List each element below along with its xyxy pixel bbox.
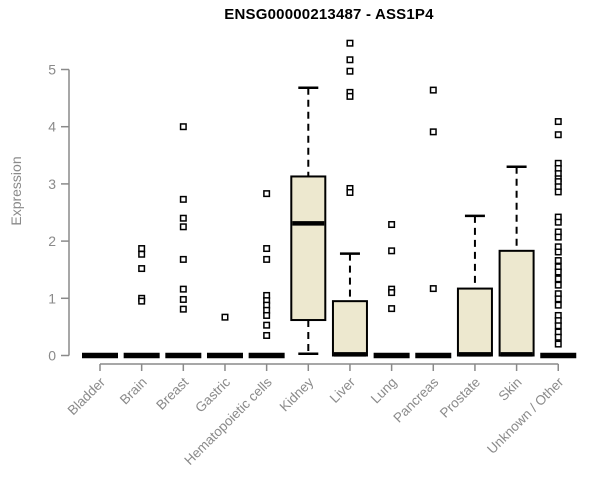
x-tick-label: Brain (117, 375, 150, 408)
x-tick-label: Bladder (65, 374, 109, 418)
x-tick-label: Pancreas (390, 374, 441, 425)
collapsed-box (248, 352, 285, 359)
outlier-point (554, 340, 562, 348)
x-tick-label: Skin (496, 375, 525, 404)
outlier-point (263, 321, 271, 329)
y-tick-label: 0 (48, 348, 56, 364)
outlier-point (346, 188, 354, 196)
collapsed-box (540, 352, 577, 359)
outlier-point (179, 195, 187, 203)
outlier-point (263, 255, 271, 263)
x-tick-label: Liver (327, 374, 359, 406)
outlier-point (554, 118, 562, 126)
outlier-point (179, 123, 187, 131)
collapsed-box (373, 352, 410, 359)
outlier-point (554, 322, 562, 330)
median-line (292, 221, 325, 226)
x-tick-label: Breast (153, 374, 191, 412)
outlier-point (221, 313, 229, 321)
outlier-point (346, 92, 354, 100)
outlier-point (554, 295, 562, 303)
outlier-point (263, 245, 271, 253)
box (498, 249, 535, 357)
y-tick-label: 3 (48, 176, 56, 192)
collapsed-box (206, 352, 243, 359)
collapsed-box (415, 352, 452, 359)
outlier-point (263, 190, 271, 198)
outlier-point (388, 305, 396, 313)
x-tick-label: Kidney (277, 374, 317, 414)
box (290, 175, 327, 322)
outlier-point (554, 333, 562, 341)
outlier-point (179, 305, 187, 313)
outlier-point (138, 245, 146, 253)
outlier-point (179, 255, 187, 263)
outlier-point (554, 281, 562, 289)
median-line (333, 352, 366, 357)
y-tick-label: 1 (48, 290, 56, 306)
outlier-point (554, 248, 562, 256)
outlier-point (179, 285, 187, 293)
outlier-point (138, 250, 146, 258)
x-tick-label: Unknown / Other (484, 374, 567, 457)
outlier-point (554, 268, 562, 276)
y-axis-title: Expression (8, 156, 24, 226)
outlier-point (429, 86, 437, 94)
outlier-point (179, 214, 187, 222)
outlier-point (179, 295, 187, 303)
outlier-point (263, 331, 271, 339)
collapsed-box (82, 352, 118, 359)
outlier-point (429, 128, 437, 136)
outlier-point (263, 311, 271, 319)
x-tick-label: Prostate (437, 375, 483, 421)
median-line (500, 352, 533, 357)
outlier-point (346, 39, 354, 47)
chart-title: ENSG00000213487 - ASS1P4 (224, 6, 434, 23)
median-line (458, 352, 491, 357)
outlier-point (388, 289, 396, 297)
outlier-point (554, 275, 562, 283)
y-tick-label: 4 (48, 119, 56, 135)
outlier-point (346, 67, 354, 75)
box (456, 287, 493, 357)
outlier-point (138, 297, 146, 305)
box (331, 300, 368, 357)
y-tick-label: 5 (48, 62, 56, 78)
y-tick-label: 2 (48, 233, 56, 249)
outlier-point (179, 223, 187, 231)
outlier-point (554, 233, 562, 241)
outlier-point (554, 131, 562, 139)
x-tick-label: Gastric (192, 374, 233, 415)
outlier-point (554, 257, 562, 265)
outlier-point (346, 56, 354, 64)
outlier-point (554, 301, 562, 309)
outlier-point (388, 247, 396, 255)
collapsed-box (123, 352, 160, 359)
outlier-point (554, 188, 562, 196)
x-tick-label: Lung (368, 375, 400, 407)
outlier-point (388, 221, 396, 229)
outlier-point (554, 218, 562, 226)
collapsed-box (165, 352, 202, 359)
outlier-point (138, 265, 146, 273)
outlier-point (429, 285, 437, 293)
